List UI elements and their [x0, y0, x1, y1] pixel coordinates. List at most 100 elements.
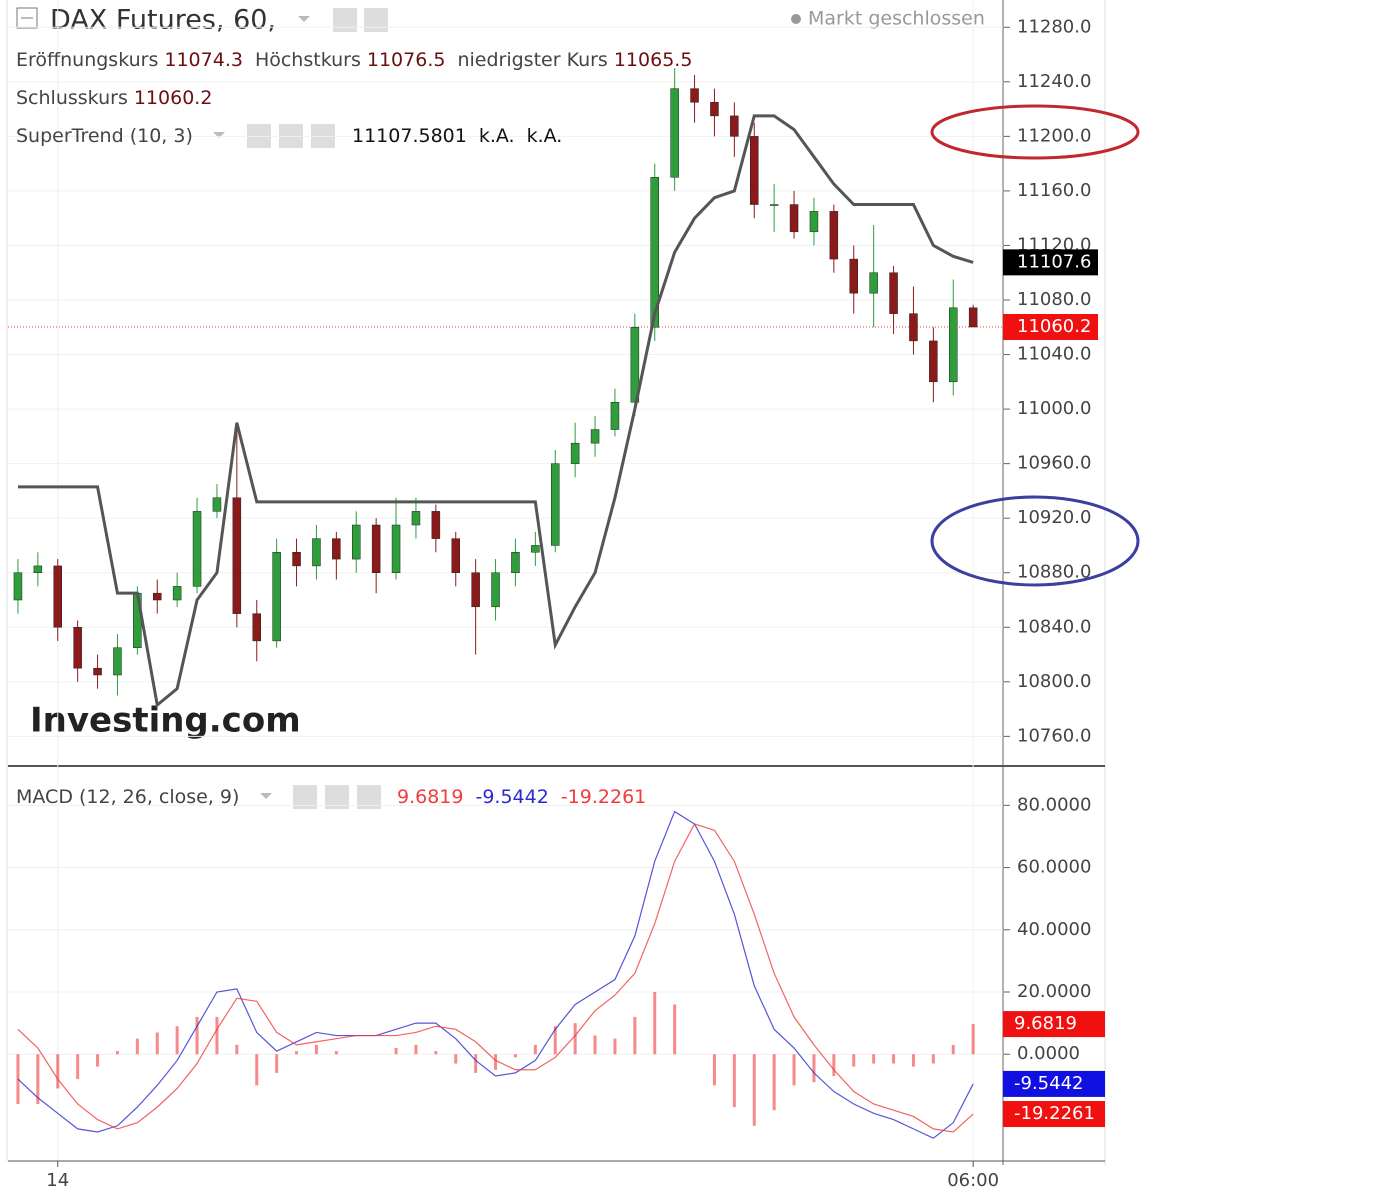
- legend: MACD (12, 26, close, 9): [16, 786, 239, 808]
- x-tick-label: 06:00: [947, 1170, 999, 1191]
- histogram-bar: [96, 1054, 100, 1067]
- histogram-bar: [56, 1054, 60, 1089]
- candle-body: [391, 524, 401, 573]
- legend-item: -19.2261: [561, 786, 646, 808]
- eye-icon[interactable]: [333, 8, 357, 32]
- legend-item: 11060.2: [134, 87, 213, 109]
- y-tick-label: 11160.0: [1017, 180, 1091, 201]
- candle-body: [13, 572, 23, 601]
- status: Markt geschlossen: [808, 8, 985, 30]
- candle-body: [670, 88, 679, 178]
- value-tag-label: -9.5442: [1014, 1073, 1083, 1094]
- legend-item: niedrigster Kurs: [457, 49, 607, 71]
- status-dot: [791, 14, 801, 24]
- histogram-bar: [812, 1054, 816, 1083]
- histogram-bar: [792, 1054, 796, 1086]
- candle-body: [590, 429, 600, 444]
- candle-body: [511, 552, 520, 573]
- legend-item: Höchstkurs: [255, 49, 361, 71]
- dropdown[interactable]: [260, 793, 272, 799]
- legend: Eröffnungskurs 11074.3 Höchstkurs 11076.5 ni…: [16, 49, 692, 71]
- y-tick-label: 10840.0: [1017, 616, 1091, 637]
- y-tick-label: 11200.0: [1017, 125, 1091, 146]
- legend-item: Eröffnungskurs: [16, 49, 158, 71]
- histogram-bar: [732, 1054, 736, 1108]
- candle-body: [889, 272, 898, 314]
- legend-item: SuperTrend (10, 3): [16, 125, 193, 147]
- histogram-bar: [474, 1054, 478, 1073]
- histogram-bar: [314, 1044, 318, 1055]
- histogram-bar: [772, 1054, 776, 1111]
- dropdown[interactable]: [213, 132, 225, 138]
- histogram-bar: [573, 1023, 577, 1055]
- candle-body: [93, 667, 102, 676]
- histogram-bar: [36, 1054, 40, 1104]
- candle-body: [113, 647, 122, 676]
- candle-body: [192, 511, 202, 587]
- collapse-icon[interactable]: [16, 7, 38, 29]
- candle-body: [431, 511, 441, 539]
- histogram-bar: [752, 1054, 756, 1126]
- candle-body: [929, 340, 938, 383]
- histogram-bar: [275, 1054, 279, 1073]
- y-tick-label: 11280.0: [1017, 16, 1091, 37]
- dropdown[interactable]: [298, 16, 310, 22]
- y-tick-label: 10880.0: [1017, 562, 1091, 583]
- value-tag: [1003, 1070, 1105, 1097]
- histogram-bar: [533, 1044, 537, 1055]
- histogram-bar: [235, 1044, 239, 1055]
- price-tag-label: 11107.6: [1017, 251, 1091, 272]
- value-tag: [1003, 1101, 1105, 1128]
- candle-body: [411, 511, 421, 526]
- candle-body: [451, 538, 460, 573]
- price-tag: [1003, 249, 1098, 276]
- histogram-bar: [653, 992, 657, 1055]
- legend: 9.6819 -9.5442 -19.2261: [397, 786, 646, 808]
- histogram-bar: [115, 1051, 119, 1055]
- supertrend-line: [17, 114, 974, 708]
- candle-body: [968, 307, 978, 328]
- histogram-bar: [76, 1054, 80, 1080]
- candle-body: [292, 552, 301, 567]
- macd-line: [17, 823, 974, 1133]
- candle-body: [471, 572, 480, 608]
- legend-item: 11107.5801: [352, 125, 467, 147]
- legend-item: Schlusskurs: [16, 87, 128, 109]
- histogram-bar: [155, 1032, 159, 1055]
- legend-item: 9.6819: [397, 786, 463, 808]
- candle-body: [730, 115, 739, 137]
- candle-body: [949, 307, 958, 383]
- histogram-bar: [673, 1004, 677, 1055]
- candle-body: [232, 497, 242, 614]
- price-tag-label: 11060.2: [1017, 316, 1091, 337]
- candle-body: [272, 552, 281, 642]
- candle-body: [53, 565, 62, 628]
- histogram-bar: [852, 1054, 856, 1067]
- legend-item: k.A.: [479, 125, 515, 147]
- legend-item: MACD (12, 26, close, 9): [16, 786, 239, 808]
- histogram-bar: [971, 1024, 975, 1055]
- y-tick-label: 10800.0: [1017, 671, 1091, 692]
- legend-item: k.A.: [527, 125, 563, 147]
- candle-body: [212, 497, 222, 512]
- value-tag-label: -19.2261: [1014, 1103, 1095, 1124]
- y-tick-label: 80.0000: [1017, 794, 1091, 815]
- histogram-bar: [494, 1054, 498, 1070]
- watermark: Investing.com: [30, 701, 301, 741]
- histogram-bar: [553, 1026, 557, 1055]
- candle-body: [869, 272, 878, 294]
- histogram-bar: [175, 1026, 179, 1055]
- legend-item: 11074.3: [164, 49, 243, 71]
- chart-title: DAX Futures, 60,: [50, 5, 276, 36]
- candle-body: [809, 211, 819, 233]
- annotation-ellipse: [930, 495, 1140, 587]
- y-tick-label: 10760.0: [1017, 725, 1091, 746]
- candle-body: [371, 524, 381, 573]
- y-tick-label: 40.0000: [1017, 919, 1091, 940]
- value-tag: [1003, 1011, 1105, 1038]
- legend-item: 11065.5: [614, 49, 693, 71]
- settings-icon[interactable]: [364, 8, 388, 32]
- candle-body: [750, 136, 759, 205]
- candle-body: [849, 258, 858, 294]
